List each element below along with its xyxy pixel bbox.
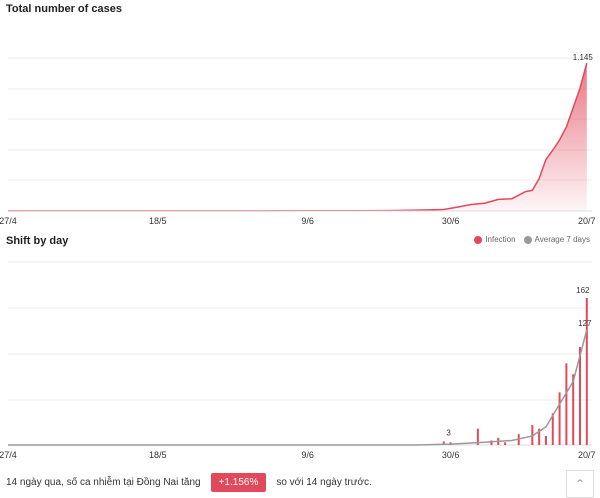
x-tick-label-2-1: 18/5 [149,450,167,460]
x-tick-label-3: 30/6 [442,216,460,226]
annotation-average: 127 [578,319,592,328]
x-tick-label-2-4: 20/7 [578,450,596,460]
chevron-up-icon: ⌃ [574,477,586,491]
footer-text-after: so với 14 ngày trước. [276,477,372,488]
average-line [8,329,588,446]
footer-text-before: 14 ngày qua, số ca nhiễm tại Đồng Nai tă… [6,477,201,488]
x-tick-label-0: 27/4 [0,216,17,226]
chart-title-total: Total number of cases [6,3,122,15]
legend-item-average[interactable]: Average 7 days [523,235,590,244]
footer-summary: 14 ngày qua, số ca nhiễm tại Đồng Nai tă… [6,473,372,492]
x-tick-label-2-3: 30/6 [442,450,460,460]
x-tick-label-4: 20/7 [578,216,596,226]
area-fill [8,63,587,211]
annotation-total: 1.145 [573,53,594,62]
x-tick-label-2-2: 9/6 [301,450,314,460]
legend-item-infection[interactable]: Infection [474,235,516,244]
legend: Infection Average 7 days [474,235,590,244]
chart-title-shift: Shift by day [6,235,69,247]
x-tick-label-2: 9/6 [301,216,314,226]
legend-infection-icon [474,235,483,244]
total-cases-chart: 27/4 18/5 9/6 30/6 20/7 1.145 [0,53,596,226]
shift-by-day-chart: 27/4 18/5 9/6 30/6 20/7 3 162 127 [0,261,596,460]
scroll-top-button[interactable]: ⌃ [566,470,594,498]
annotation-min: 3 [446,428,451,437]
x-tick-label-2-0: 27/4 [0,450,17,460]
x-tick-label-1: 18/5 [149,216,167,226]
legend-label-average: Average 7 days [534,235,590,244]
legend-average-icon [523,235,532,244]
legend-label-infection: Infection [485,235,516,244]
percent-change-badge: +1.156% [210,473,267,492]
annotation-max: 162 [576,286,590,295]
